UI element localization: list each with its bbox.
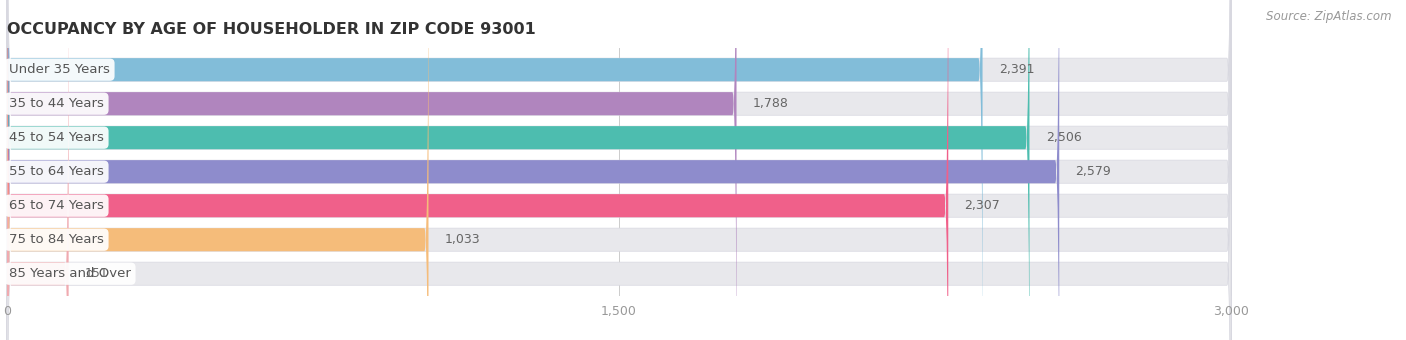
Text: 75 to 84 Years: 75 to 84 Years — [8, 233, 104, 246]
FancyBboxPatch shape — [7, 0, 69, 340]
FancyBboxPatch shape — [7, 0, 1232, 340]
FancyBboxPatch shape — [7, 0, 1029, 340]
Text: Source: ZipAtlas.com: Source: ZipAtlas.com — [1267, 10, 1392, 23]
Text: 2,579: 2,579 — [1076, 165, 1111, 178]
Text: 2,506: 2,506 — [1046, 131, 1081, 144]
FancyBboxPatch shape — [7, 0, 1059, 340]
Text: 2,391: 2,391 — [998, 63, 1035, 76]
Text: 55 to 64 Years: 55 to 64 Years — [8, 165, 104, 178]
FancyBboxPatch shape — [7, 0, 983, 340]
FancyBboxPatch shape — [7, 0, 737, 340]
Text: 2,307: 2,307 — [965, 199, 1000, 212]
Text: 65 to 74 Years: 65 to 74 Years — [8, 199, 104, 212]
Text: OCCUPANCY BY AGE OF HOUSEHOLDER IN ZIP CODE 93001: OCCUPANCY BY AGE OF HOUSEHOLDER IN ZIP C… — [7, 22, 536, 37]
FancyBboxPatch shape — [7, 0, 429, 340]
Text: Under 35 Years: Under 35 Years — [8, 63, 110, 76]
FancyBboxPatch shape — [7, 0, 1232, 340]
FancyBboxPatch shape — [7, 0, 948, 340]
Text: 35 to 44 Years: 35 to 44 Years — [8, 97, 104, 110]
Text: 151: 151 — [84, 267, 108, 280]
FancyBboxPatch shape — [7, 0, 1232, 340]
Text: 1,788: 1,788 — [752, 97, 789, 110]
Text: 45 to 54 Years: 45 to 54 Years — [8, 131, 104, 144]
Text: 1,033: 1,033 — [444, 233, 481, 246]
FancyBboxPatch shape — [7, 0, 1232, 340]
FancyBboxPatch shape — [7, 0, 1232, 340]
FancyBboxPatch shape — [7, 0, 1232, 340]
Text: 85 Years and Over: 85 Years and Over — [8, 267, 131, 280]
FancyBboxPatch shape — [7, 0, 1232, 340]
